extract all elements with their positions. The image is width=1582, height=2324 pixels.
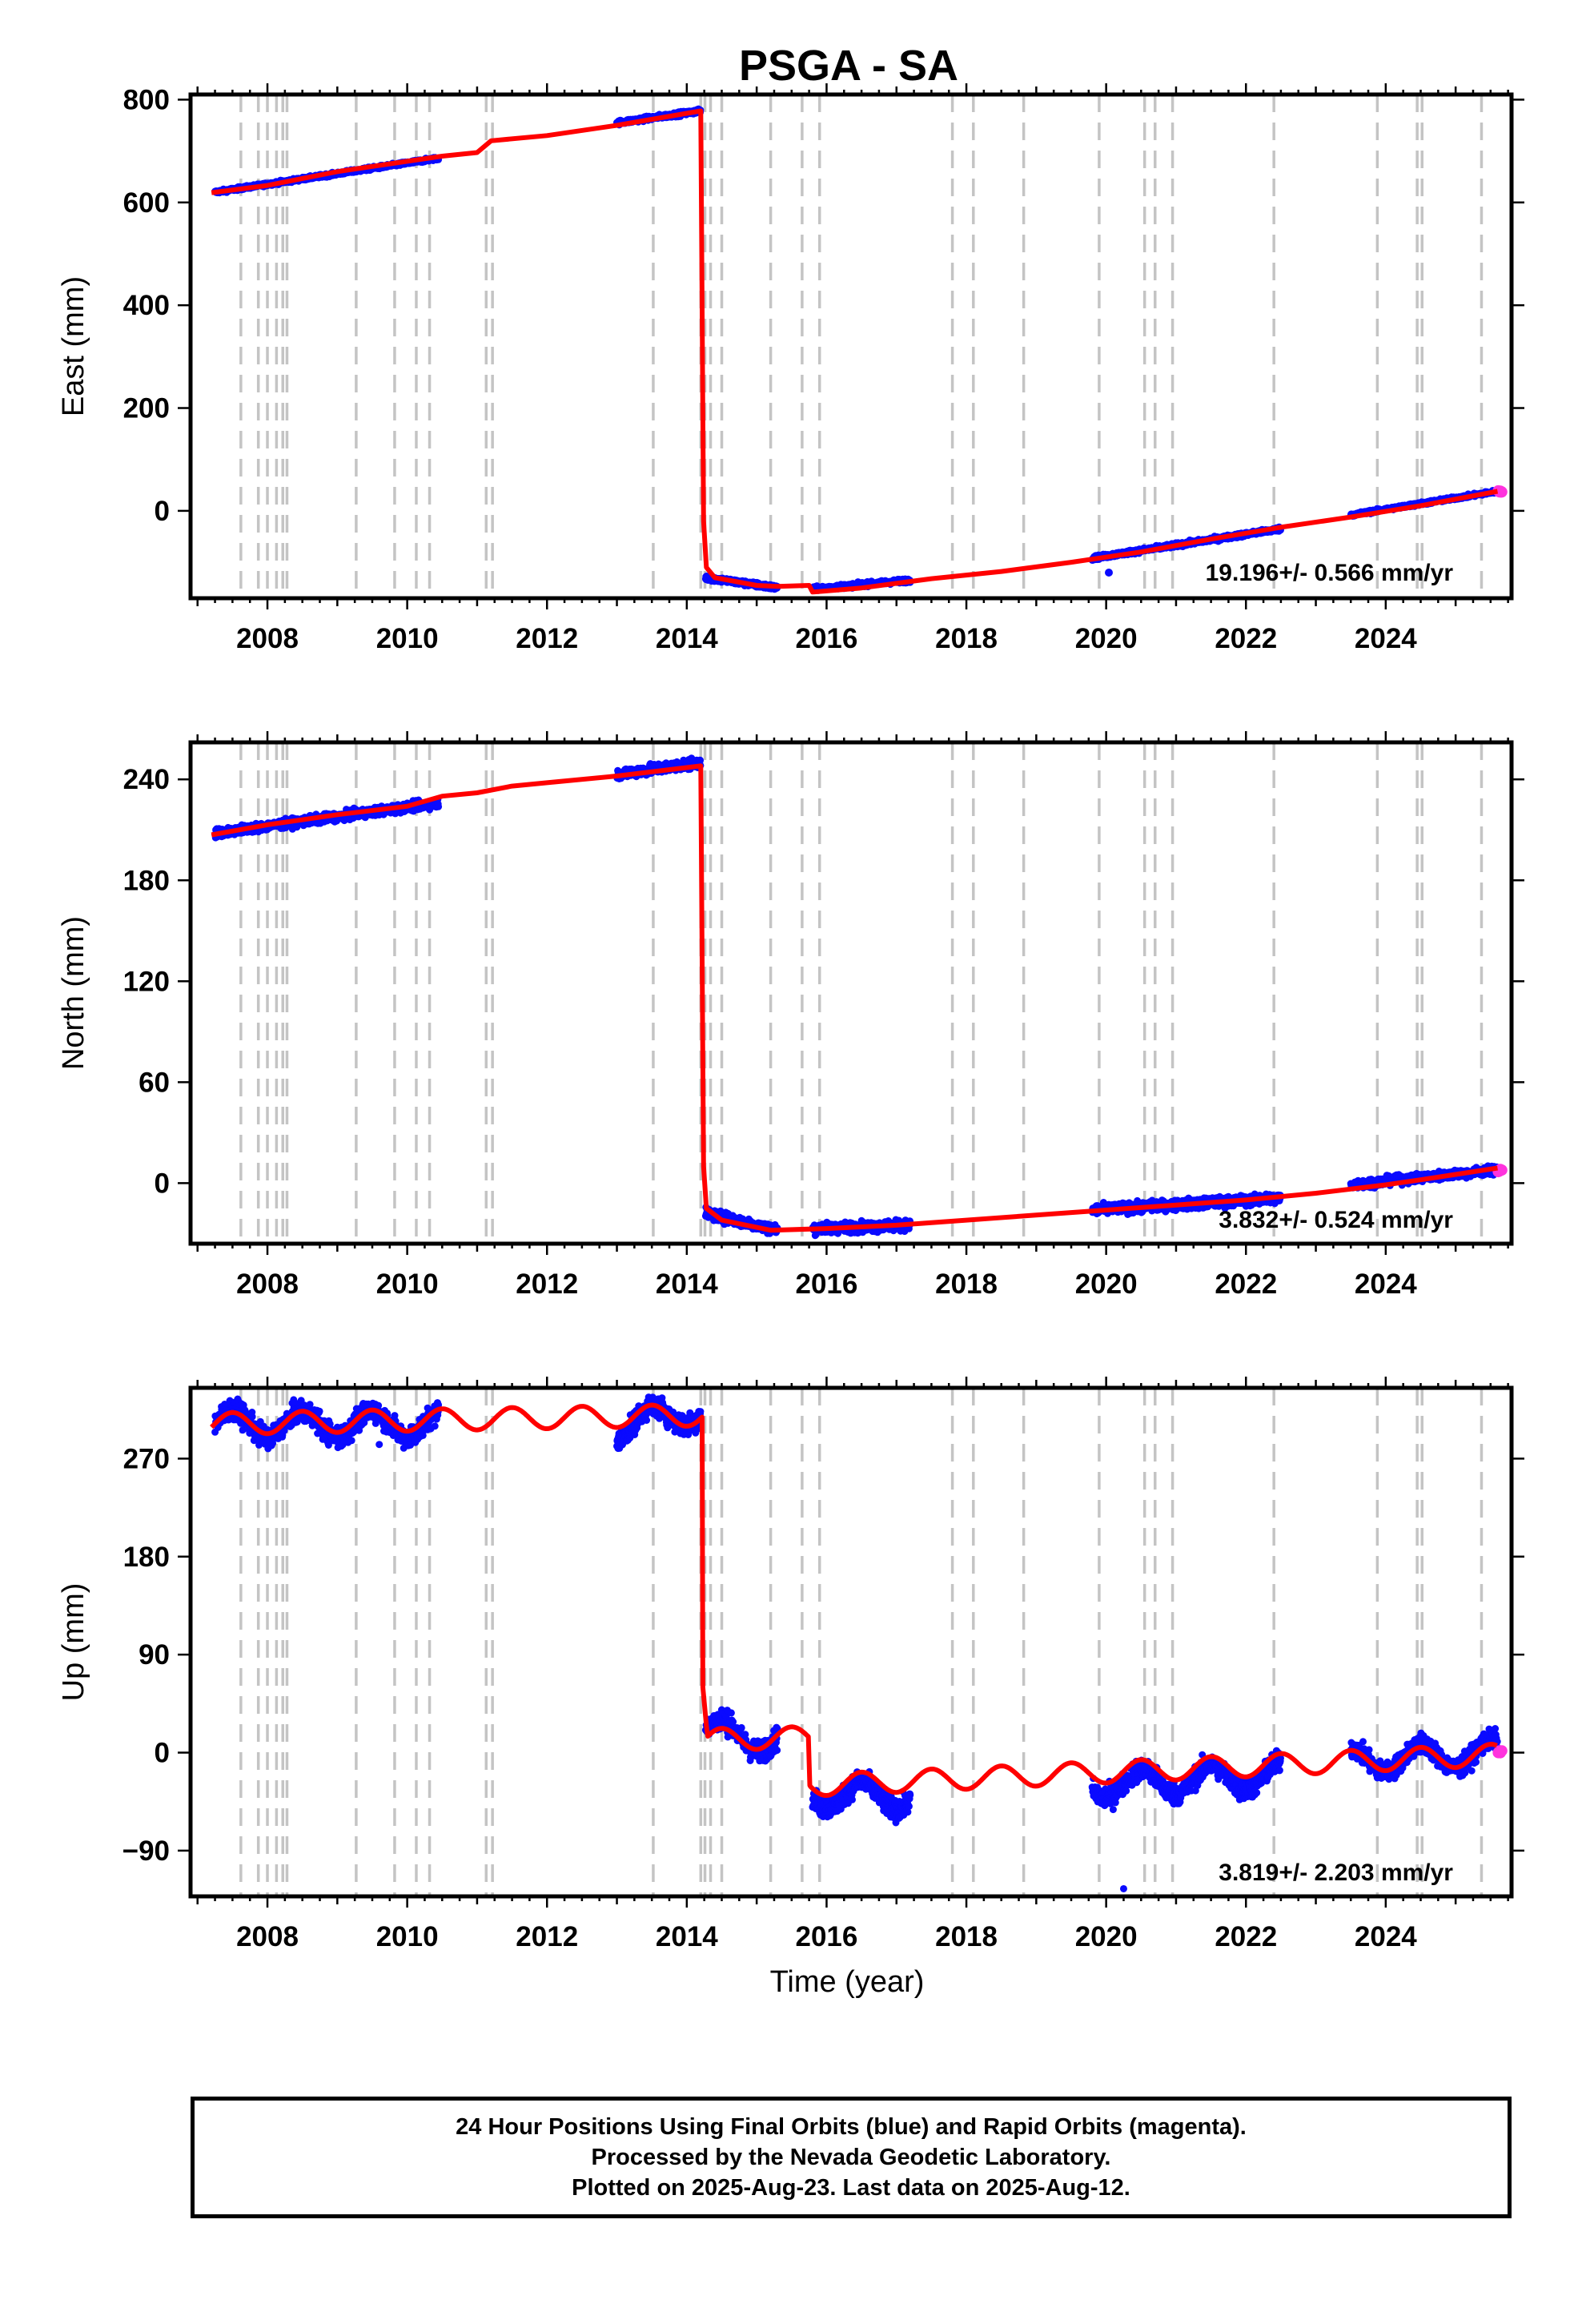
- x-tick-label: 2020: [1075, 623, 1138, 654]
- model-curve: [211, 108, 1499, 595]
- data-point: [435, 802, 443, 810]
- x-tick-label: 2022: [1215, 623, 1277, 654]
- y-axis-title: East (mm): [57, 276, 90, 416]
- y-tick-label: 200: [123, 393, 170, 424]
- y-tick-label: 800: [123, 84, 170, 115]
- x-tick-label: 2010: [376, 623, 439, 654]
- rate-marker: [1105, 569, 1113, 577]
- y-tick-label: 600: [123, 187, 170, 219]
- north-panel: 2008 2010 2012 2014 2016 2018 2020 2022 20242401…: [57, 731, 1524, 1300]
- rate-label: 19.196+/- 0.566 mm/yr: [1206, 560, 1454, 586]
- x-tick-label: 2012: [516, 623, 578, 654]
- x-tick-label: 2008: [236, 623, 299, 654]
- y-tick-label: 0: [155, 496, 170, 527]
- x-tick-label: 2016: [796, 623, 858, 654]
- x-tick-label: 2018: [935, 623, 998, 654]
- rapid-point: [1496, 486, 1508, 498]
- y-tick-label: 400: [123, 290, 170, 321]
- x-tick-label: 2014: [656, 623, 718, 654]
- data-points: [211, 754, 1508, 1240]
- east-panel: 2008 2010 2012 2014 2016 2018 2020 2022 2024 800 6…: [57, 83, 1524, 654]
- chart-title: PSGA - SA: [739, 42, 958, 90]
- x-tick-label: 2024: [1355, 623, 1417, 654]
